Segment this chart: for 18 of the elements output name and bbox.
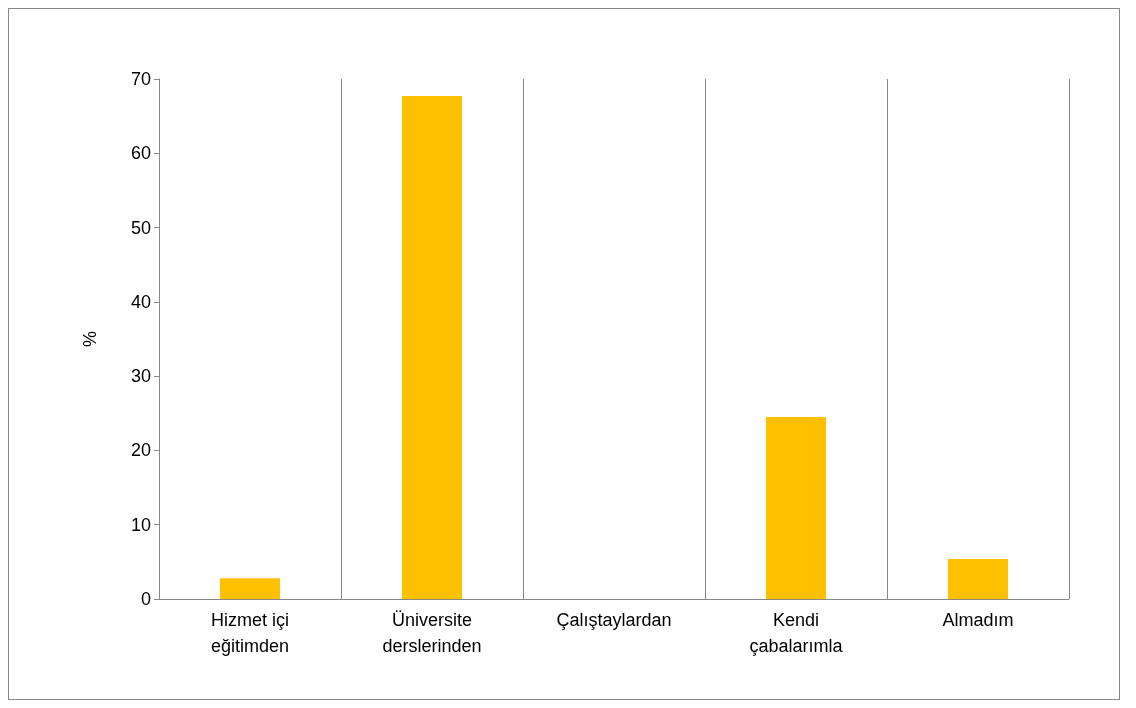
y-tick-label: 40: [130, 291, 151, 312]
x-tick-label: Kendi çabalarımla: [749, 610, 844, 656]
x-tick-label: Almadım: [942, 610, 1014, 630]
y-tick-label: 50: [130, 217, 151, 238]
x-tick-label: Üniversite derslerinden: [382, 610, 482, 656]
y-axis-title: %: [80, 330, 100, 348]
bar: [947, 558, 1009, 599]
bar: [765, 417, 827, 599]
x-tick-label: Hizmet içi eğitimden: [210, 610, 290, 656]
y-tick-label: 60: [130, 143, 151, 164]
bar: [219, 578, 281, 599]
y-tick-label: 10: [130, 514, 151, 535]
y-tick-label: 0: [140, 589, 151, 609]
x-tick-label: Çalıştaylardan: [556, 610, 672, 630]
bar: [401, 96, 463, 599]
y-tick-label: 20: [130, 440, 151, 461]
y-tick-label: 70: [130, 69, 151, 89]
y-tick-label: 30: [130, 366, 151, 387]
